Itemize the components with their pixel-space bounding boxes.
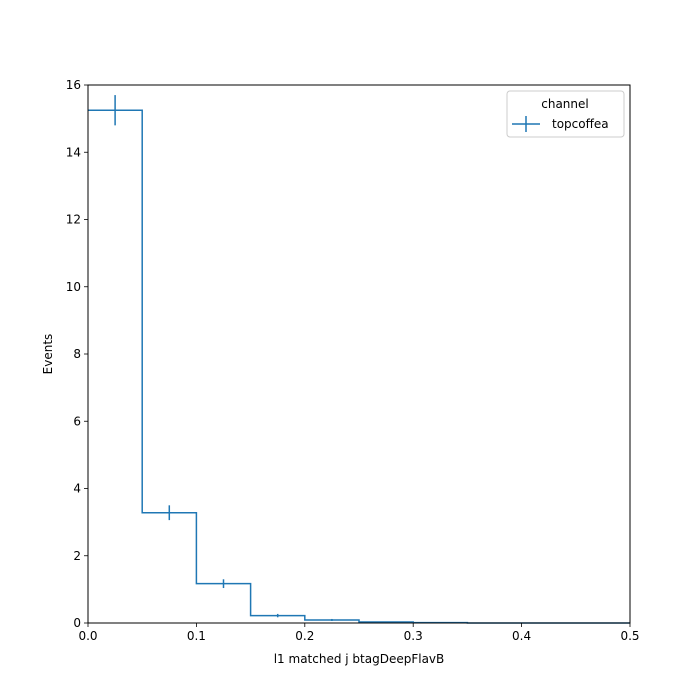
x-tick-label: 0.2: [295, 629, 314, 643]
x-tick-label: 0.1: [187, 629, 206, 643]
y-tick-label: 2: [73, 549, 81, 563]
x-tick-label: 0.5: [620, 629, 639, 643]
y-tick-label: 14: [66, 145, 81, 159]
legend-series-label: topcoffea: [552, 117, 609, 131]
y-axis-label: Events: [41, 334, 55, 375]
y-tick-label: 8: [73, 347, 81, 361]
legend-title: channel: [541, 97, 588, 111]
legend-frame: [506, 90, 625, 138]
y-tick-label: 4: [73, 482, 81, 496]
y-tick-label: 0: [73, 616, 81, 630]
y-tick-label: 10: [66, 280, 81, 294]
x-axis-label: l1 matched j btagDeepFlavB: [274, 652, 445, 666]
y-tick-label: 6: [73, 414, 81, 428]
x-tick-label: 0.0: [78, 629, 97, 643]
y-tick-label: 16: [66, 78, 81, 92]
series-step-line: [88, 109, 630, 624]
y-tick-label: 12: [66, 213, 81, 227]
x-tick-label: 0.4: [512, 629, 531, 643]
axes-frame: [87, 84, 631, 624]
axes: 0.0 0.1 0.2 0.3 0.4 0.5 0 2 4 6 8 10 12 14 16: [66, 78, 640, 643]
x-tick-label: 0.3: [404, 629, 423, 643]
legend: channel topcoffea: [506, 90, 625, 138]
plot-area: [88, 95, 630, 624]
